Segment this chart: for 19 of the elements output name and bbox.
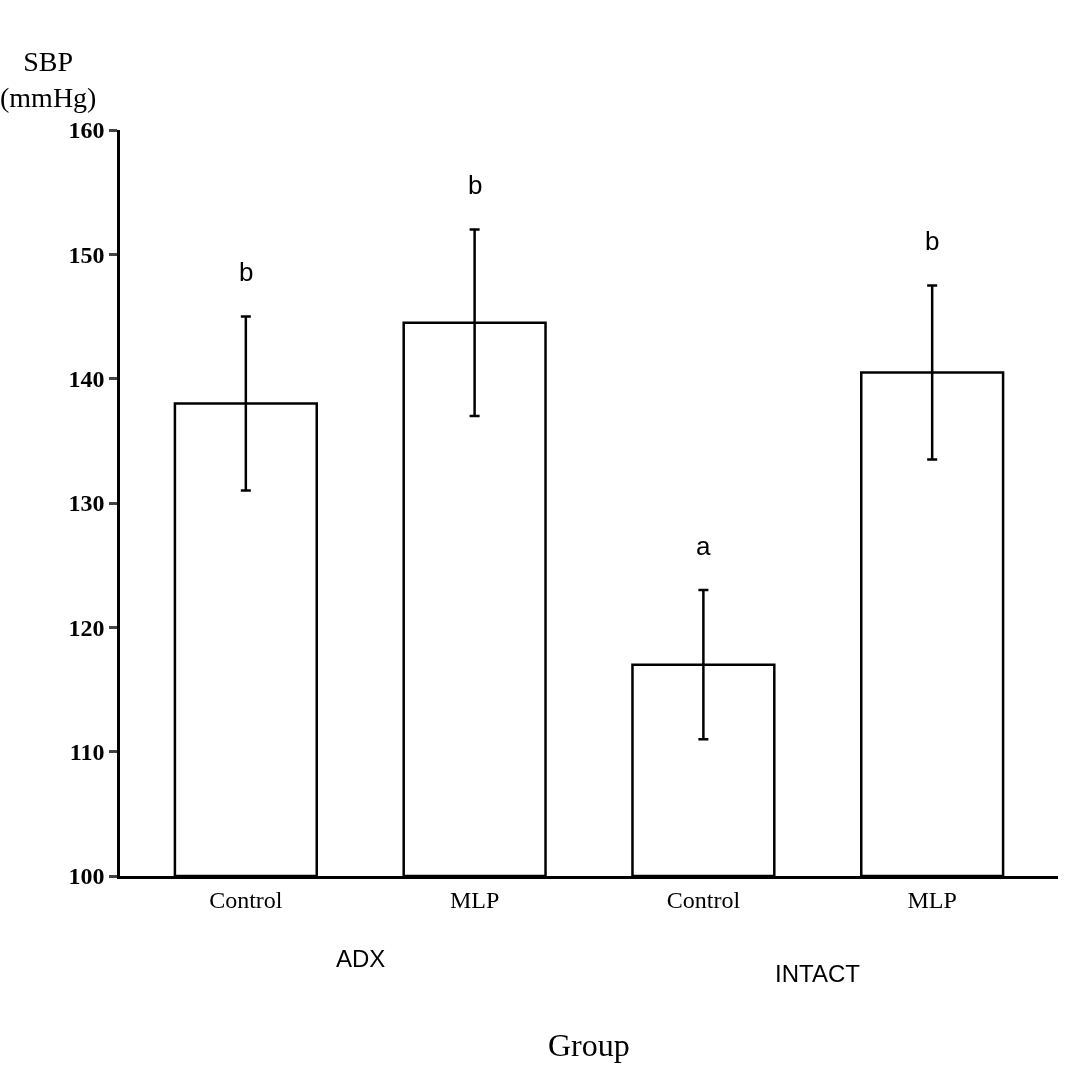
annotation: b [925, 226, 940, 256]
x-tick-label: MLP [907, 886, 957, 913]
y-tick-label: 120 [68, 614, 105, 641]
text: ADX [336, 945, 386, 972]
y-tick-label: 140 [68, 366, 105, 393]
annotation: b [239, 257, 254, 287]
y-tick-label: 160 [68, 117, 105, 144]
annotation: a [696, 531, 711, 561]
x-tick-label: MLP [449, 886, 500, 913]
x-tick-label: Control [666, 886, 741, 913]
y-tick-label: 100 [68, 863, 105, 890]
text: INTACT [775, 960, 861, 987]
annotation: b [468, 170, 483, 200]
y-tick-label: 110 [69, 739, 105, 766]
x-tick-label: Control [209, 886, 283, 913]
x-axis-title: Group [548, 1027, 630, 1063]
y-tick-label: 130 [68, 490, 105, 517]
y-tick-label: 150 [68, 241, 105, 268]
y-axis-title: SBP (mmHg) [0, 46, 97, 114]
